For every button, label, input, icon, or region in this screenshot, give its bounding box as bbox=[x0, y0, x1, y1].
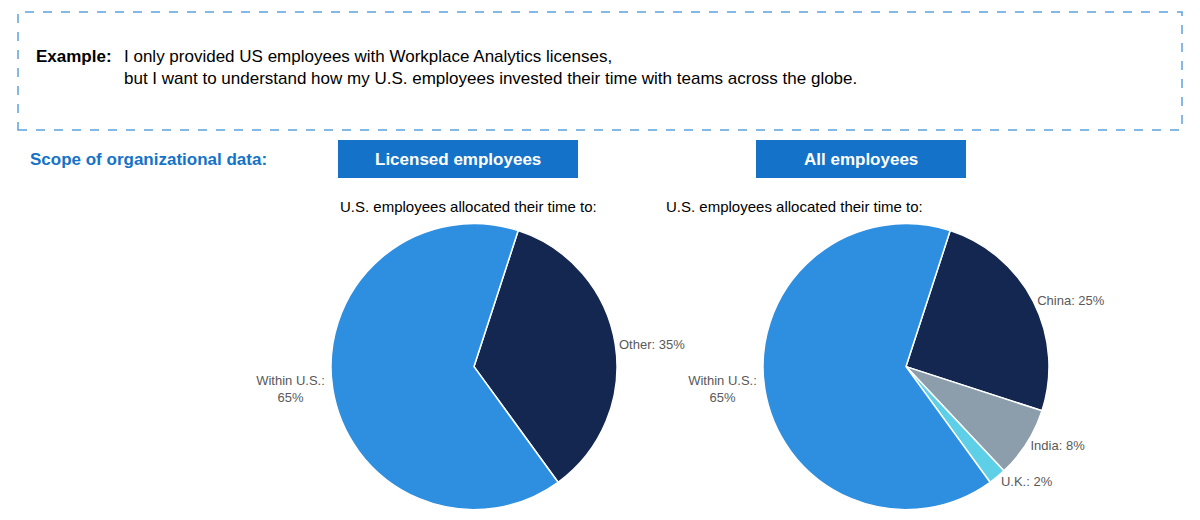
svg-text:Scope of organizational data:: Scope of organizational data: bbox=[30, 150, 267, 169]
svg-text:India: 8%: India: 8% bbox=[1030, 438, 1085, 453]
svg-text:All employees: All employees bbox=[804, 150, 918, 169]
svg-text:Within U.S.:65%: Within U.S.:65% bbox=[256, 373, 325, 405]
svg-text:U.S. employees allocated their: U.S. employees allocated their time to: bbox=[340, 198, 597, 215]
svg-text:U.S. employees allocated their: U.S. employees allocated their time to: bbox=[666, 198, 923, 215]
svg-text:Licensed employees: Licensed employees bbox=[375, 150, 541, 169]
svg-text:Example:: Example: bbox=[36, 47, 112, 66]
svg-text:U.K.: 2%: U.K.: 2% bbox=[1001, 474, 1053, 489]
svg-text:Other: 35%: Other: 35% bbox=[619, 337, 685, 352]
svg-text:Within U.S.:65%: Within U.S.:65% bbox=[688, 373, 757, 405]
svg-text:China: 25%: China: 25% bbox=[1037, 293, 1105, 308]
svg-text:I only provided US employees w: I only provided US employees with Workpl… bbox=[124, 47, 857, 88]
